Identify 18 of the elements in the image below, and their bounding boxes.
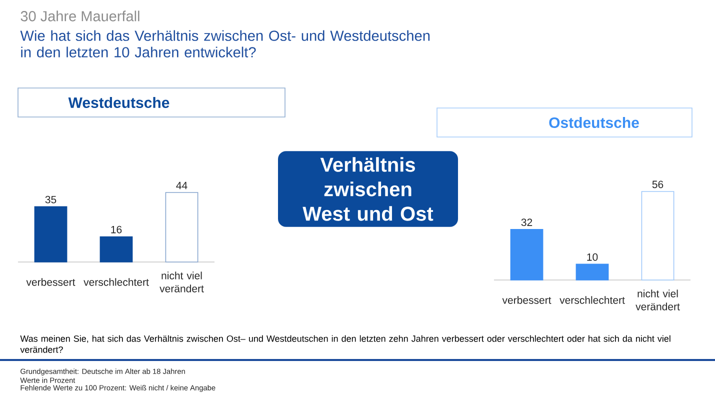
data-label: 10 <box>587 253 598 261</box>
x-tick-label: verbessert <box>502 296 552 304</box>
text: 30 Jahre Mauerfall <box>20 10 140 22</box>
x-tick-label: nicht viel verändert <box>636 290 680 310</box>
text: Was meinen Sie, hat sich das Verhältnis zwischen Ost– und Westdeutschen in den letzten zehn Jahren verbessert oder verschlechtert oder hat sich da nicht viel verändert? <box>20 335 670 353</box>
text: Wie hat sich das Verhältnis zwischen Ost- und Westdeutschen in den letzten 10 Jahren entwickelt? <box>20 30 430 58</box>
data-label: 44 <box>176 182 188 190</box>
x-tick-label: verschlechtert <box>84 278 149 286</box>
x-tick-label: verschlechtert <box>560 296 625 304</box>
data-label: 56 <box>652 180 664 188</box>
x-tick-label: nicht viel verändert <box>160 272 204 292</box>
chart-title: Westdeutsche <box>68 96 170 108</box>
chart-title: Ostdeutsche <box>549 116 639 128</box>
data-label: 16 <box>111 226 122 234</box>
data-label: 35 <box>45 196 56 204</box>
data-label: 32 <box>521 218 532 226</box>
text: Verhältnis zwischen West und Ost <box>302 157 434 221</box>
x-tick-label: verbessert <box>26 278 76 286</box>
